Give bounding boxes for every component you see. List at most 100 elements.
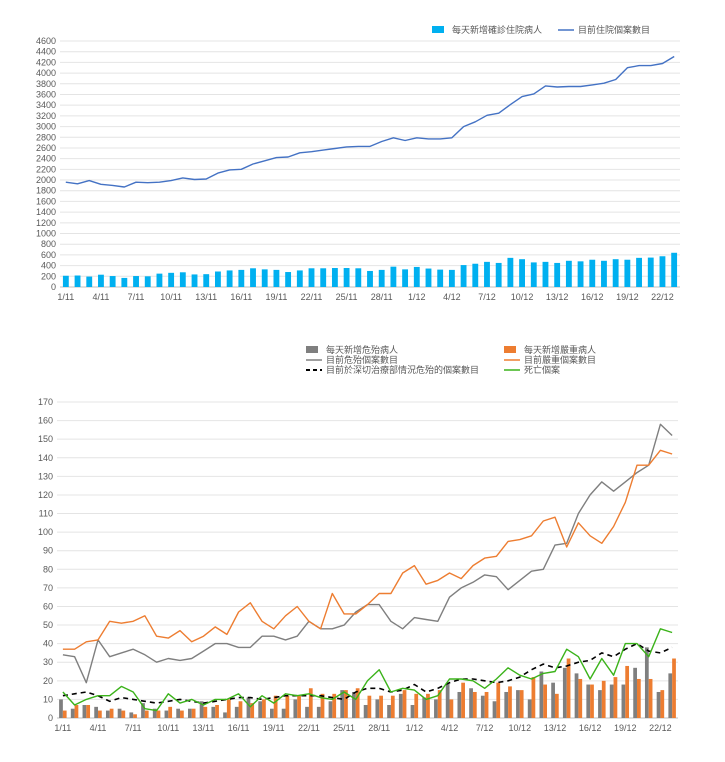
bar-每天新增嚴重病人 bbox=[402, 690, 407, 718]
y-tick-label: 90 bbox=[43, 546, 53, 556]
bar-每天新增嚴重病人 bbox=[519, 690, 524, 718]
bar-每天新增危殆病人 bbox=[516, 690, 520, 718]
bar-每天新增危殆病人 bbox=[656, 691, 661, 718]
bar-每天新增嚴重病人 bbox=[508, 686, 512, 718]
bar-每天新增嚴重病人 bbox=[636, 678, 641, 718]
bar-每天新增嚴重病人 bbox=[449, 699, 454, 718]
bar-每天新增嚴重病人 bbox=[180, 710, 184, 718]
y-tick-label: 600 bbox=[41, 250, 56, 260]
bar-每天新增危殆病人 bbox=[246, 697, 251, 718]
y-tick-label: 100 bbox=[38, 527, 53, 537]
x-tick-label: 13/11 bbox=[195, 292, 217, 302]
bar-每天新增確診住院病人 bbox=[121, 277, 128, 287]
bar-每天新增危殆病人 bbox=[293, 699, 298, 718]
x-tick-label: 22/12 bbox=[649, 723, 672, 733]
bar-每天新增確診住院病人 bbox=[636, 257, 642, 287]
bar-每天新增嚴重病人 bbox=[660, 690, 665, 718]
bar-每天新增確診住院病人 bbox=[390, 266, 397, 287]
bar-每天新增嚴重病人 bbox=[672, 658, 676, 718]
hospitalization-chart: 0200400600800100012001400160018002000220… bbox=[36, 24, 680, 302]
bar-每天新增危殆病人 bbox=[328, 701, 333, 718]
bar-每天新增危殆病人 bbox=[270, 708, 274, 718]
chart1-y-ticks: 0200400600800100012001400160018002000220… bbox=[36, 36, 56, 292]
bar-每天新增危殆病人 bbox=[281, 708, 286, 718]
x-tick-label: 7/12 bbox=[478, 292, 496, 302]
bar-每天新增確診住院病人 bbox=[144, 276, 151, 287]
bar-每天新增危殆病人 bbox=[105, 710, 110, 718]
bar-每天新增嚴重病人 bbox=[484, 691, 489, 718]
bar-每天新增嚴重病人 bbox=[285, 695, 290, 718]
bar-每天新增危殆病人 bbox=[527, 699, 532, 718]
bar-每天新增確診住院病人 bbox=[179, 272, 186, 287]
bar-每天新增危殆病人 bbox=[305, 706, 309, 718]
bar-每天新增危殆病人 bbox=[340, 690, 345, 718]
bar-每天新增確診住院病人 bbox=[261, 269, 268, 287]
y-tick-label: 1600 bbox=[36, 196, 56, 206]
x-tick-label: 4/11 bbox=[90, 723, 107, 733]
bar-每天新增嚴重病人 bbox=[238, 701, 243, 718]
y-tick-label: 120 bbox=[38, 490, 53, 500]
bar-每天新增確診住院病人 bbox=[238, 269, 245, 287]
x-tick-label: 4/12 bbox=[441, 723, 459, 733]
bar-每天新增確診住院病人 bbox=[308, 268, 315, 287]
y-tick-label: 3000 bbox=[36, 122, 56, 132]
chart2-lines bbox=[62, 423, 673, 712]
bar-每天新增確診住院病人 bbox=[378, 269, 385, 287]
y-tick-label: 400 bbox=[41, 261, 56, 271]
bar-每天新增確診住院病人 bbox=[367, 270, 373, 287]
bar-每天新增危殆病人 bbox=[152, 708, 157, 718]
bar-每天新增確診住院病人 bbox=[577, 261, 584, 287]
bar-每天新增確診住院病人 bbox=[437, 269, 444, 287]
y-tick-label: 150 bbox=[38, 434, 53, 444]
x-tick-label: 13/12 bbox=[544, 723, 567, 733]
bar-每天新增危殆病人 bbox=[316, 706, 321, 718]
bar-每天新增嚴重病人 bbox=[98, 710, 102, 718]
bar-每天新增嚴重病人 bbox=[625, 665, 630, 718]
bar-每天新增危殆病人 bbox=[562, 667, 567, 718]
legend-label: 每天新增嚴重病人 bbox=[524, 344, 596, 355]
x-tick-label: 10/11 bbox=[160, 292, 182, 302]
chart2-grid bbox=[57, 401, 678, 719]
bar-每天新增危殆病人 bbox=[445, 682, 450, 718]
bar-每天新增嚴重病人 bbox=[250, 703, 255, 718]
bar-每天新增確診住院病人 bbox=[86, 276, 93, 287]
bar-每天新增危殆病人 bbox=[70, 708, 75, 718]
bar-每天新增確診住院病人 bbox=[215, 271, 221, 287]
x-tick-label: 1/12 bbox=[406, 723, 424, 733]
bar-每天新增嚴重病人 bbox=[156, 710, 161, 718]
bar-每天新增嚴重病人 bbox=[613, 677, 618, 718]
bar-每天新增嚴重病人 bbox=[355, 688, 360, 718]
bar-每天新增嚴重病人 bbox=[344, 690, 348, 718]
bar-每天新增確診住院病人 bbox=[191, 274, 198, 287]
bar-每天新增危殆病人 bbox=[129, 712, 134, 718]
bar-每天新增危殆病人 bbox=[258, 701, 263, 718]
legend-label: 死亡個案 bbox=[524, 364, 560, 375]
x-tick-label: 7/11 bbox=[128, 292, 145, 302]
bar-每天新增嚴重病人 bbox=[578, 678, 583, 718]
bar-每天新增危殆病人 bbox=[223, 712, 227, 718]
bar-每天新增危殆病人 bbox=[164, 710, 169, 718]
chart1-legend: 每天新增確診住院病人 目前住院個案數目 bbox=[432, 24, 650, 35]
bar-每天新增嚴重病人 bbox=[437, 690, 442, 718]
legend-swatch bbox=[432, 26, 444, 33]
bar-每天新增確診住院病人 bbox=[647, 257, 654, 287]
bar-每天新增嚴重病人 bbox=[472, 691, 477, 718]
bar-每天新增嚴重病人 bbox=[332, 693, 337, 718]
legend-swatch bbox=[306, 346, 318, 353]
bar-每天新增確診住院病人 bbox=[285, 272, 292, 287]
y-tick-label: 1000 bbox=[36, 229, 56, 239]
legend-label: 目前於深切治療部情況危殆的個案數目 bbox=[326, 364, 479, 375]
y-tick-label: 60 bbox=[43, 601, 53, 611]
bar-每天新增危殆病人 bbox=[457, 691, 462, 718]
bar-每天新增確診住院病人 bbox=[460, 265, 467, 287]
bar-每天新增嚴重病人 bbox=[226, 699, 231, 718]
bar-每天新增確診住院病人 bbox=[601, 260, 607, 287]
bar-每天新增確診住院病人 bbox=[519, 259, 525, 287]
bar-每天新增嚴重病人 bbox=[297, 695, 301, 718]
bar-每天新增確診住院病人 bbox=[413, 266, 420, 287]
bar-每天新增確診住院病人 bbox=[402, 269, 409, 287]
x-tick-label: 22/12 bbox=[651, 292, 674, 302]
bar-每天新增嚴重病人 bbox=[86, 704, 91, 718]
y-tick-label: 40 bbox=[43, 639, 53, 649]
